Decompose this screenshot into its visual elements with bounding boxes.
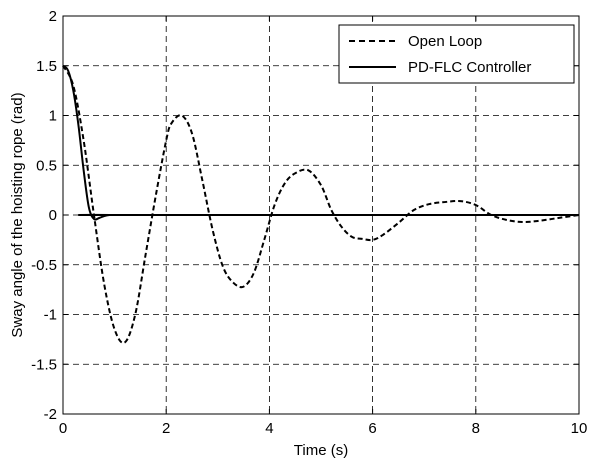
y-tick-label: -1.5 [31,356,57,373]
x-tick-labels: 0 2 4 6 8 10 [59,420,588,437]
x-tick-label: 8 [472,420,480,437]
x-tick-label: 4 [265,420,273,437]
series-line-pd-flc-controller [62,64,579,221]
x-axis-title: Time (s) [294,442,348,459]
y-tick-label: -1 [44,307,57,324]
legend-box [338,24,575,84]
y-tick-label: 0.5 [36,157,57,174]
x-tick-label: 0 [59,420,67,437]
x-tick-label: 10 [571,420,588,437]
x-tick-label: 6 [368,420,376,437]
y-axis-title: Sway angle of the hoisting rope (rad) [9,92,26,337]
y-tick-label: 2 [49,8,57,25]
y-tick-labels: 2 1.5 1 0.5 0 -0.5 -1 -1.5 -2 [31,8,57,423]
x-tick-label: 2 [162,420,170,437]
y-tick-label: -0.5 [31,257,57,274]
grid-lines [63,16,579,414]
y-tick-label: 1 [49,108,57,125]
legend-label-pd-flc: PD-FLC Controller [408,59,531,76]
axis-ticks [62,15,580,415]
y-tick-label: -2 [44,406,57,423]
y-tick-label: 0 [49,207,57,224]
legend: Open Loop PD-FLC Controller [338,24,575,84]
y-tick-label: 1.5 [36,58,57,75]
series-layer [62,64,580,344]
legend-label-open-loop: Open Loop [408,33,482,50]
